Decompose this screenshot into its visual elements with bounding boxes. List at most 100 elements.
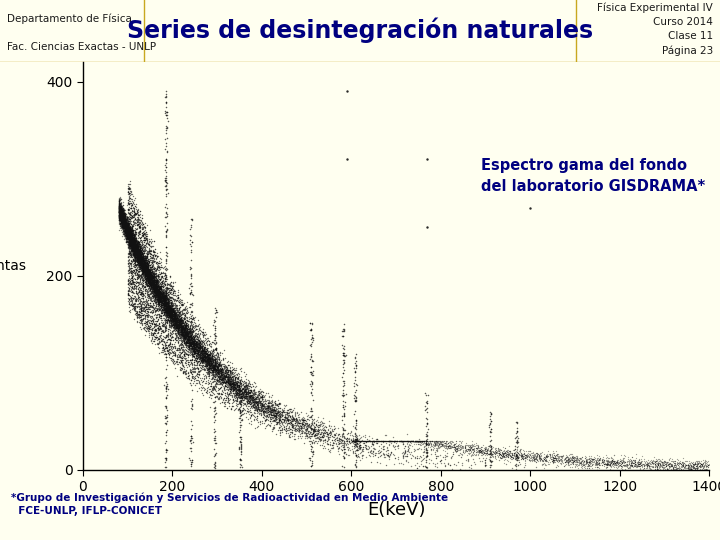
Point [133,251,145,259]
Point [145,250,157,259]
Point [174,307,185,316]
Point [122,234,133,243]
Point [212,366,223,374]
Point [136,311,148,320]
Point [114,213,125,222]
Point [202,349,213,358]
Point [178,350,189,359]
Point [125,230,137,238]
Point [137,254,148,263]
Point [168,307,179,316]
Point [115,200,127,209]
Point [154,291,166,299]
Point [248,390,260,399]
Point [192,353,203,361]
Point [116,204,127,212]
Point [489,453,500,461]
Point [148,272,160,281]
Point [133,230,145,238]
Point [586,463,598,472]
Point [203,355,215,363]
Point [698,457,709,466]
Point [128,230,140,239]
Point [123,230,135,239]
Point [227,359,238,368]
Point [228,396,239,404]
Point [122,224,133,232]
Point [223,380,235,388]
Point [134,262,145,271]
Point [203,361,215,369]
Point [676,463,688,471]
Point [665,454,676,462]
Point [154,254,166,262]
Point [133,280,145,288]
Point [171,317,182,326]
Point [351,395,362,404]
Point [495,454,507,462]
Point [204,368,216,376]
Point [212,348,223,357]
Point [441,443,453,452]
Point [245,388,256,396]
Point [212,371,224,380]
Point [251,393,263,402]
Point [439,447,451,456]
Point [233,427,244,436]
Point [555,452,567,461]
Point [163,320,174,328]
Point [171,322,182,330]
Point [119,215,130,224]
Point [499,449,510,457]
Point [338,356,350,364]
Point [177,323,189,332]
Point [129,248,140,256]
Point [163,301,174,310]
Point [170,315,181,323]
Point [242,396,253,405]
Point [142,274,153,282]
Point [125,235,136,244]
Point [219,377,230,386]
Point [135,255,146,264]
Point [490,443,502,452]
Point [224,371,235,380]
Point [125,273,136,282]
Point [160,302,171,310]
Point [222,367,234,375]
Point [161,302,173,311]
Point [160,283,171,292]
Point [168,297,179,306]
Point [246,397,257,406]
Point [616,459,628,468]
Point [129,245,140,254]
Point [260,397,271,406]
Point [120,225,132,233]
Point [154,296,166,305]
Point [373,436,384,445]
Point [174,341,186,349]
Point [198,352,210,361]
Point [517,452,528,461]
Point [471,443,482,452]
Point [123,299,135,308]
Point [186,334,197,343]
Point [123,265,135,273]
Point [119,220,130,228]
Point [123,238,135,246]
Point [284,424,295,433]
Point [148,287,159,296]
Point [163,301,175,309]
Point [369,445,381,454]
Point [213,366,225,374]
Point [481,446,492,454]
Point [307,419,318,428]
Point [203,364,215,373]
Point [350,451,361,460]
Point [602,460,613,469]
Point [141,268,153,276]
Point [121,220,132,228]
Point [129,240,140,248]
Point [382,436,394,445]
Point [305,369,317,378]
